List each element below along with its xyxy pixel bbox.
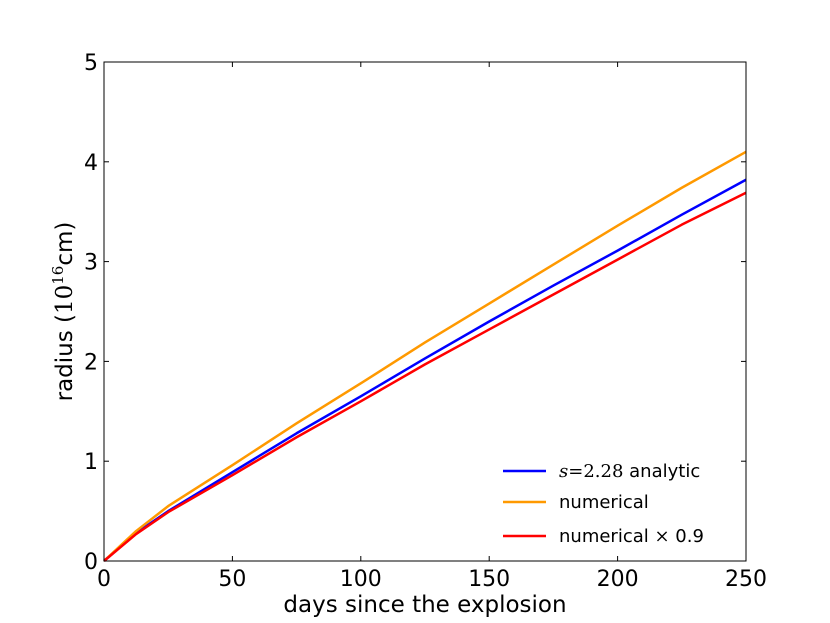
legend-suffix: analytic: [623, 461, 700, 482]
legend-equals: =: [568, 461, 583, 482]
plot-frame: [103, 61, 747, 562]
legend-label-analytic: s=2.28 analytic: [559, 461, 700, 482]
y-tick-label-0: 0: [84, 550, 98, 575]
legend-label-numerical-scaled: numerical × 0.9: [559, 526, 704, 547]
series-line-2: [103, 191, 747, 562]
x-tick-label-5: 250: [725, 567, 767, 592]
legend-scaled-text: numerical: [559, 526, 654, 547]
x-tick-label-4: 200: [597, 567, 639, 592]
y-axis-label-suffix: cm): [52, 222, 78, 266]
legend-label-numerical: numerical: [559, 492, 649, 513]
y-tick-label-1: 1: [84, 450, 98, 475]
series-line-0: [103, 178, 747, 562]
y-tick-label-5: 5: [84, 51, 98, 76]
x-tick-label-1: 50: [218, 567, 246, 592]
y-tick-label-3: 3: [84, 251, 98, 276]
legend-value: 2.28: [583, 461, 623, 482]
legend-scaled-times: ×: [654, 526, 669, 547]
y-axis-label-exponent: 16: [49, 266, 67, 285]
y-tick-label-2: 2: [84, 350, 98, 375]
x-tick-label-0: 0: [97, 567, 111, 592]
x-tick-label-3: 150: [468, 567, 510, 592]
ticks-layer: [103, 61, 747, 562]
legend-scaled-value: 0.9: [670, 526, 704, 547]
y-tick-label-4: 4: [84, 151, 98, 176]
y-axis-label-base: 10: [52, 285, 78, 314]
series-line-1: [103, 150, 747, 562]
x-axis-label: days since the explosion: [283, 592, 566, 618]
tick-labels: 0 50 100 150 200 250 0 1 2 3 4 5: [84, 51, 767, 592]
series-layer: [103, 150, 747, 562]
legend-symbol-s: s: [559, 461, 568, 482]
x-tick-label-2: 100: [340, 567, 382, 592]
y-axis-label: radius (1016cm): [49, 222, 78, 402]
legend: s=2.28 analytic numerical numerical × 0.…: [503, 461, 704, 547]
y-axis-label-prefix: radius (: [52, 314, 78, 401]
